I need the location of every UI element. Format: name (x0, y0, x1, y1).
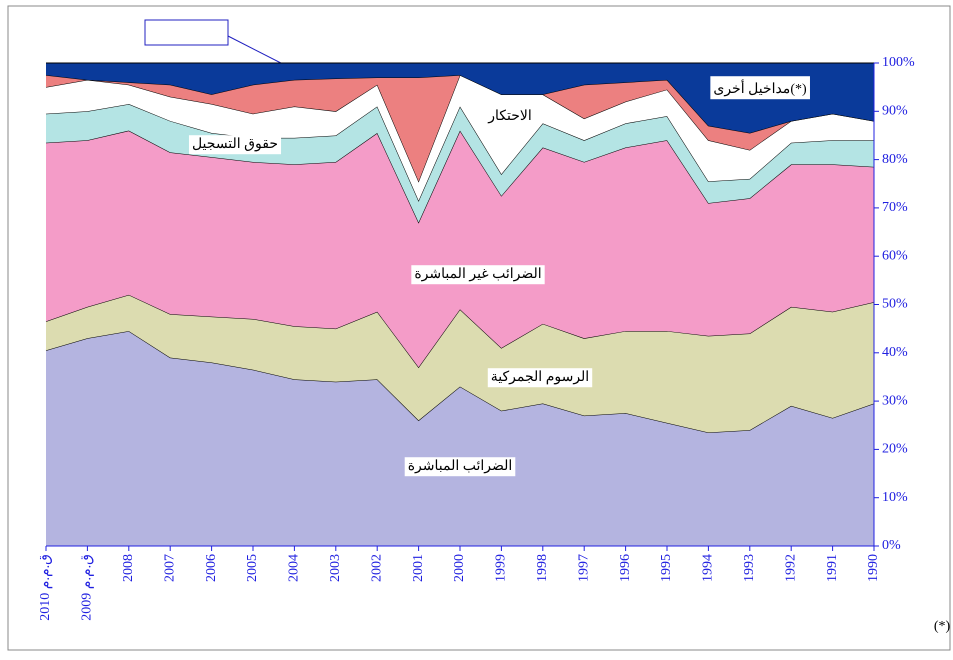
x-tick-label: 2004 (287, 554, 302, 582)
series-label-box (404, 457, 516, 477)
series-label-box (411, 265, 545, 285)
series-label-group: الضرائب غير المباشرة (411, 265, 545, 285)
x-tick-label: 2002 (369, 554, 384, 582)
x-tick-label: 1998 (535, 554, 550, 582)
x-tick-label: 1991 (825, 554, 840, 582)
series-label-group: حقوق التسجيل (188, 135, 282, 155)
x-tick-label: 1996 (618, 554, 633, 582)
y-tick-label: 20% (882, 442, 908, 457)
x-tick-label: 2001 (411, 554, 426, 582)
y-tick-label: 70% (882, 200, 908, 215)
x-tick-label: 2006 (204, 554, 219, 582)
x-tick-label: 1999 (494, 554, 509, 582)
area (46, 75, 874, 182)
series-label-group: مداخيل أخرى(*) (710, 76, 810, 100)
x-tick-label: 1992 (783, 554, 798, 582)
empty-label-box (144, 19, 229, 46)
x-tick-label: 1994 (701, 554, 716, 582)
x-tick-label: 2010 ق.م.م (38, 554, 53, 621)
series-label-group: الاحتكار (484, 107, 535, 127)
series-label: الضرائب غير المباشرة (414, 267, 541, 282)
series-label: حقوق التسجيل (192, 137, 278, 152)
footnote: (*) (934, 619, 951, 634)
y-tick-label: 50% (882, 297, 908, 312)
series-label: الرسوم الجمركية (491, 370, 589, 385)
y-tick-label: 10% (882, 490, 908, 505)
y-tick-label: 30% (882, 393, 908, 408)
area (46, 130, 874, 368)
series-label: مداخيل أخرى(*) (713, 78, 807, 97)
series-label-box (710, 76, 810, 100)
y-tick-label: 80% (882, 152, 908, 167)
series-label-group: الضرائب المباشرة (404, 457, 516, 477)
area (46, 294, 874, 433)
x-tick-label: 1990 (866, 554, 881, 582)
y-tick-label: 40% (882, 345, 908, 360)
area (46, 104, 874, 223)
area (46, 331, 874, 546)
x-tick-label: 1995 (659, 554, 674, 582)
x-tick-label: 2003 (328, 554, 343, 582)
x-tick-label: 2009 ق.م.م (80, 554, 95, 621)
x-tick-label: 2008 (121, 554, 136, 582)
y-tick-label: 100% (882, 55, 915, 70)
series-label: الاحتكار (487, 109, 532, 124)
x-tick-label: 2005 (245, 554, 260, 582)
x-tick-label: 1993 (742, 554, 757, 582)
area (46, 75, 874, 201)
x-tick-label: 2007 (162, 554, 177, 582)
series-label-box (188, 135, 282, 155)
y-tick-label: 0% (882, 538, 901, 553)
series-label-box (484, 107, 535, 127)
series-label: الضرائب المباشرة (408, 459, 513, 474)
area (46, 63, 874, 134)
y-tick-label: 60% (882, 248, 908, 263)
x-tick-label: 1997 (576, 554, 591, 582)
y-tick-label: 90% (882, 104, 908, 119)
series-label-group: الرسوم الجمركية (487, 368, 593, 388)
series-label-box (487, 368, 593, 388)
x-tick-label: 2000 (452, 554, 467, 582)
